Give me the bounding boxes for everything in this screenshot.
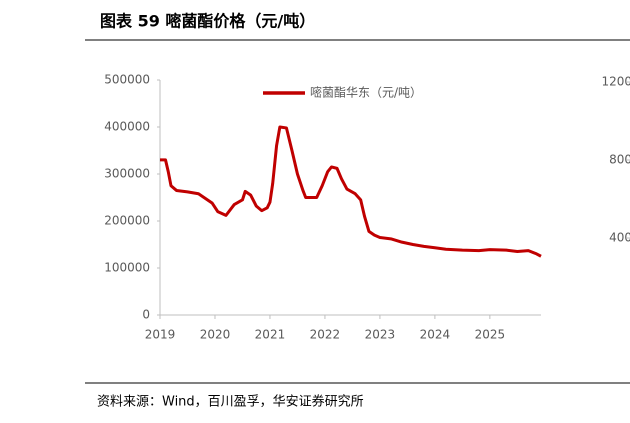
x-tick-label: 2025 [475,328,506,342]
x-tick-label: 2023 [365,328,396,342]
y-tick-label: 800 [609,153,630,167]
figure-title: 图表 59 嘧菌酯价格（元/吨） [100,12,315,31]
x-tick-label: 2019 [145,328,176,342]
x-tick-label: 2022 [310,328,341,342]
x-tick-label: 2020 [200,328,231,342]
legend-label: 嘧菌酯华东（元/吨） [310,86,422,100]
x-tick-label: 2024 [420,328,451,342]
y-tick-label: 1200 [601,75,630,89]
y-tick-label: 400000 [104,120,150,134]
y-tick-label: 0 [142,308,150,322]
data-line [160,125,542,258]
y-tick-label: 200000 [104,214,150,228]
y-tick-label: 500000 [104,73,150,87]
y-tick-label: 300000 [104,167,150,181]
y-tick-label: 100000 [104,261,150,275]
x-tick-label: 2021 [255,328,286,342]
source-note: 资料来源：Wind，百川盈孚，华安证券研究所 [97,394,364,410]
y-tick-label: 400 [609,231,630,245]
